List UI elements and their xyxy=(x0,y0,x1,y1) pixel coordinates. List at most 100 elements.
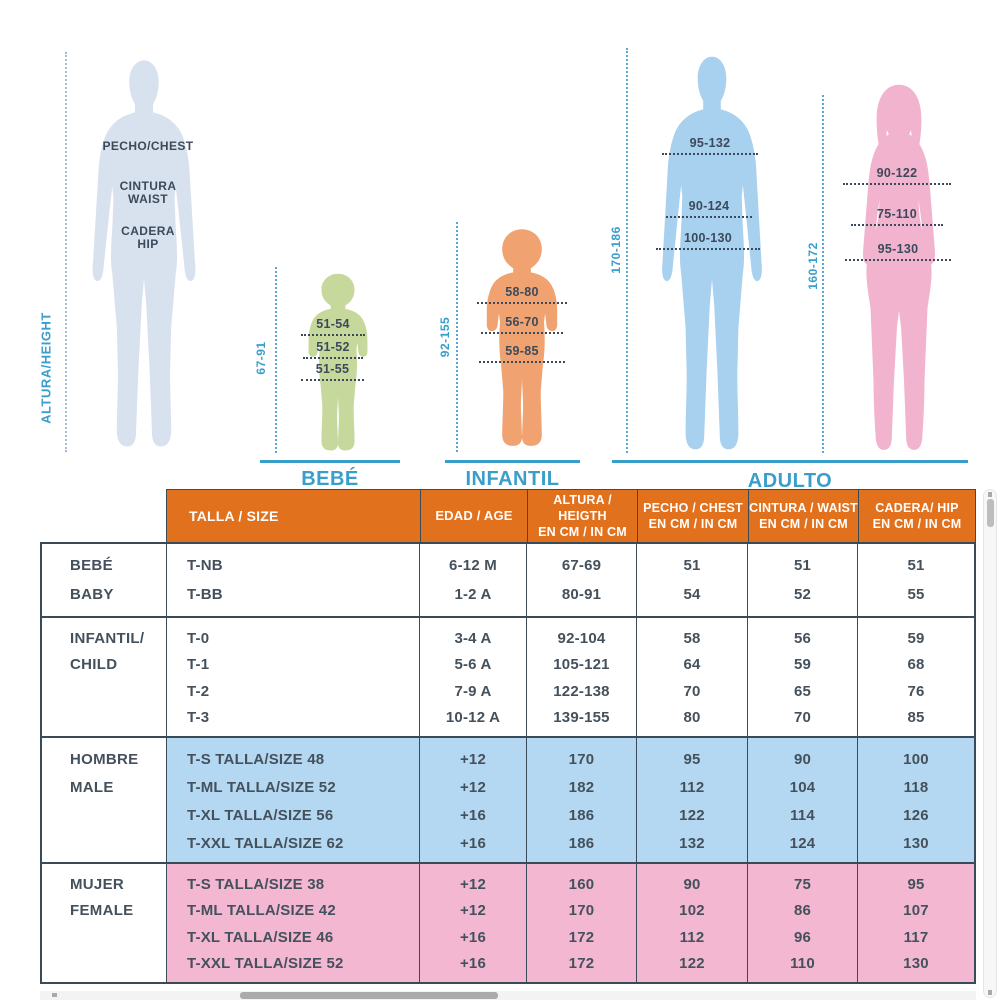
table-column: 95 112 122 132 xyxy=(636,738,747,862)
table-column: 90 104 114 124 xyxy=(747,738,857,862)
adult-female-height-dotted-line xyxy=(822,95,824,453)
table-cell: +12 xyxy=(459,875,487,893)
table-column: 59 68 76 85 xyxy=(857,618,974,736)
table-column: 51 55 xyxy=(857,544,974,616)
horizontal-scrollbar-thumb[interactable] xyxy=(240,992,498,999)
table-section-rows: T-0 T-1 T-2 T-3 3-4 A 5-6 A 7-9 A 10-12 A 92-104… xyxy=(166,618,974,736)
table-cell: 68 xyxy=(907,656,925,674)
baby-height-range: 67-91 xyxy=(254,341,268,375)
table-cell: T-2 xyxy=(187,682,210,700)
table-cell: 139-155 xyxy=(553,709,610,727)
table-cell: 90 xyxy=(683,875,701,893)
table-cell: 55 xyxy=(907,586,925,603)
table-cell: +16 xyxy=(459,834,487,852)
vertical-scrollbar-thumb[interactable] xyxy=(987,499,994,527)
table-cell: 51 xyxy=(907,557,925,574)
table-cell: 122-138 xyxy=(553,682,610,700)
table-cell: 65 xyxy=(793,682,812,700)
table-cell: 56 xyxy=(793,629,812,647)
header-altura-height: ALTURA / HEIGTH EN CM / IN CM xyxy=(527,490,637,542)
scroll-down-arrow-icon[interactable] xyxy=(988,990,992,995)
adult-male-hip-measure: 100-130 xyxy=(656,231,760,250)
table-section-mujer: MUJER FEMALE T-S TALLA/SIZE 38 T-ML TALLA/S… xyxy=(42,862,974,982)
table-cell: 3-4 A xyxy=(454,629,492,647)
size-table-body: BEBÉ BABY T-NB T-BB 6-12 M 1-2 A 67-69 80-91 51 5… xyxy=(40,542,976,984)
table-cell: 64 xyxy=(683,656,701,674)
table-cell: 172 xyxy=(568,928,595,946)
scroll-left-arrow-icon[interactable] xyxy=(52,993,57,997)
horizontal-scrollbar-track[interactable] xyxy=(40,991,976,1000)
table-group-label-line: FEMALE xyxy=(70,902,134,920)
child-waist-measure: 56-70 xyxy=(481,315,563,334)
table-cell: T-S TALLA/SIZE 48 xyxy=(187,750,325,768)
table-cell: T-3 xyxy=(187,709,210,727)
adult-female-chest-measure: 90-122 xyxy=(843,166,951,185)
table-column: 92-104 105-121 122-138 139-155 xyxy=(526,618,636,736)
table-cell: 126 xyxy=(903,806,929,824)
table-cell: T-XL TALLA/SIZE 46 xyxy=(187,928,334,946)
table-cell: 7-9 A xyxy=(454,682,492,700)
table-cell: 67-69 xyxy=(561,557,602,574)
table-cell: 6-12 M xyxy=(449,557,497,574)
altura-height-axis-label: ALTURA/HEIGHT xyxy=(38,312,54,424)
table-cell: 102 xyxy=(679,902,705,920)
header-edad-age: EDAD / AGE xyxy=(420,490,527,542)
table-column: T-0 T-1 T-2 T-3 xyxy=(166,618,419,736)
table-cell: 104 xyxy=(789,778,816,796)
reference-hip-label: CADERA HIP xyxy=(121,224,175,251)
table-cell: 10-12 A xyxy=(445,709,501,727)
table-cell: 117 xyxy=(903,928,929,946)
table-column: 6-12 M 1-2 A xyxy=(419,544,526,616)
table-cell: 76 xyxy=(907,682,925,700)
child-height-range: 92-155 xyxy=(438,316,452,358)
table-cell: 1-2 A xyxy=(454,586,492,603)
table-cell: T-XXL TALLA/SIZE 52 xyxy=(187,955,344,973)
table-column: T-S TALLA/SIZE 38 T-ML TALLA/SIZE 42 T-XL … xyxy=(166,864,419,982)
table-section-infantil: INFANTIL/CHILD T-0 T-1 T-2 T-3 3-4 A 5-6 A 7-9 … xyxy=(42,616,974,736)
child-section-underline xyxy=(445,460,580,463)
table-cell: 92-104 xyxy=(557,629,606,647)
scroll-up-arrow-icon[interactable] xyxy=(988,492,992,497)
table-group-label-line: MALE xyxy=(70,778,114,796)
table-cell: 170 xyxy=(568,902,595,920)
child-height-dotted-line xyxy=(456,222,458,452)
reference-waist-label: CINTURA WAIST xyxy=(119,179,177,206)
figure-adult-female-silhouette xyxy=(843,82,955,454)
table-group-label-line: MUJER xyxy=(70,875,125,893)
table-cell: T-0 xyxy=(187,629,210,647)
table-cell: T-XL TALLA/SIZE 56 xyxy=(187,806,334,824)
baby-chest-measure: 51-54 xyxy=(301,317,365,336)
table-column: 90 102 112 122 xyxy=(636,864,747,982)
baby-waist-measure: 51-52 xyxy=(303,340,363,359)
table-cell: 54 xyxy=(683,586,701,603)
vertical-scrollbar-track[interactable] xyxy=(983,489,997,998)
table-cell: 100 xyxy=(903,750,929,768)
table-cell: 70 xyxy=(683,682,701,700)
table-cell: 58 xyxy=(683,629,701,647)
adult-male-height-range: 170-186 xyxy=(609,226,623,274)
table-cell: T-ML TALLA/SIZE 52 xyxy=(187,778,336,796)
table-group-label-line: INFANTIL/ xyxy=(70,629,145,647)
table-cell: T-XXL TALLA/SIZE 62 xyxy=(187,834,344,852)
table-section-hombre: HOMBRE MALE T-S TALLA/SIZE 48 T-ML TALLA/SI… xyxy=(42,736,974,862)
reference-height-dotted-line xyxy=(65,52,67,452)
table-cell: 95 xyxy=(683,750,701,768)
table-cell: 114 xyxy=(790,806,815,824)
header-pecho-chest: PECHO / CHEST EN CM / IN CM xyxy=(637,490,748,542)
table-group-label: INFANTIL/CHILD xyxy=(42,618,166,736)
table-column: 51 54 xyxy=(636,544,747,616)
table-cell: +16 xyxy=(459,806,487,824)
table-column: 160 170 172 172 xyxy=(526,864,636,982)
adult-female-height-range: 160-172 xyxy=(806,242,820,290)
table-cell: T-NB xyxy=(187,557,223,574)
table-cell: 5-6 A xyxy=(454,656,492,674)
table-cell: 86 xyxy=(793,902,812,920)
table-column: +12 +12 +16 +16 xyxy=(419,864,526,982)
adult-section-caption: ADULTO xyxy=(747,470,833,492)
table-section-rows: T-S TALLA/SIZE 38 T-ML TALLA/SIZE 42 T-XL … xyxy=(166,864,974,982)
reference-chest-label: PECHO/CHEST xyxy=(102,139,194,153)
table-group-label-line: CHILD xyxy=(70,656,118,674)
table-cell: 105-121 xyxy=(553,656,610,674)
figure-reference-silhouette xyxy=(76,52,212,452)
table-column: 51 52 xyxy=(747,544,857,616)
